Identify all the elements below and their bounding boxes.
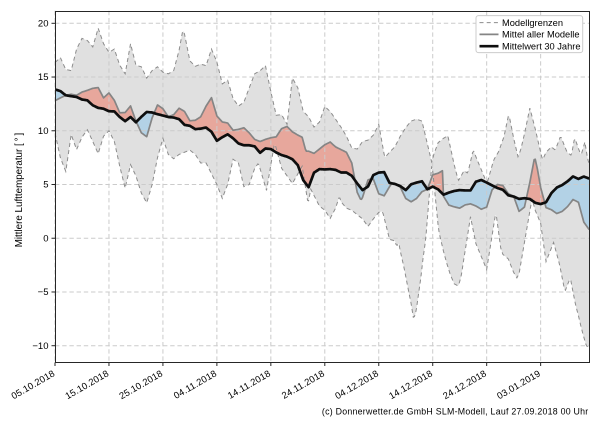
svg-text:Mittelwert 30 Jahre: Mittelwert 30 Jahre (502, 41, 581, 51)
svg-text:−10: −10 (32, 341, 48, 352)
svg-text:Mittel aller Modelle: Mittel aller Modelle (502, 30, 580, 40)
svg-text:0: 0 (43, 233, 48, 244)
svg-text:(c) Donnerwetter.de GmbH SLM-M: (c) Donnerwetter.de GmbH SLM-Modell, Lau… (322, 407, 589, 417)
svg-text:Mittlere Lufttemperatur [ ° ]: Mittlere Lufttemperatur [ ° ] (14, 132, 25, 247)
svg-text:10: 10 (38, 126, 49, 137)
svg-text:Modellgrenzen: Modellgrenzen (502, 18, 563, 28)
svg-text:15: 15 (38, 72, 49, 83)
svg-text:−5: −5 (38, 287, 49, 298)
svg-text:5: 5 (43, 180, 48, 191)
svg-text:20: 20 (38, 19, 49, 30)
